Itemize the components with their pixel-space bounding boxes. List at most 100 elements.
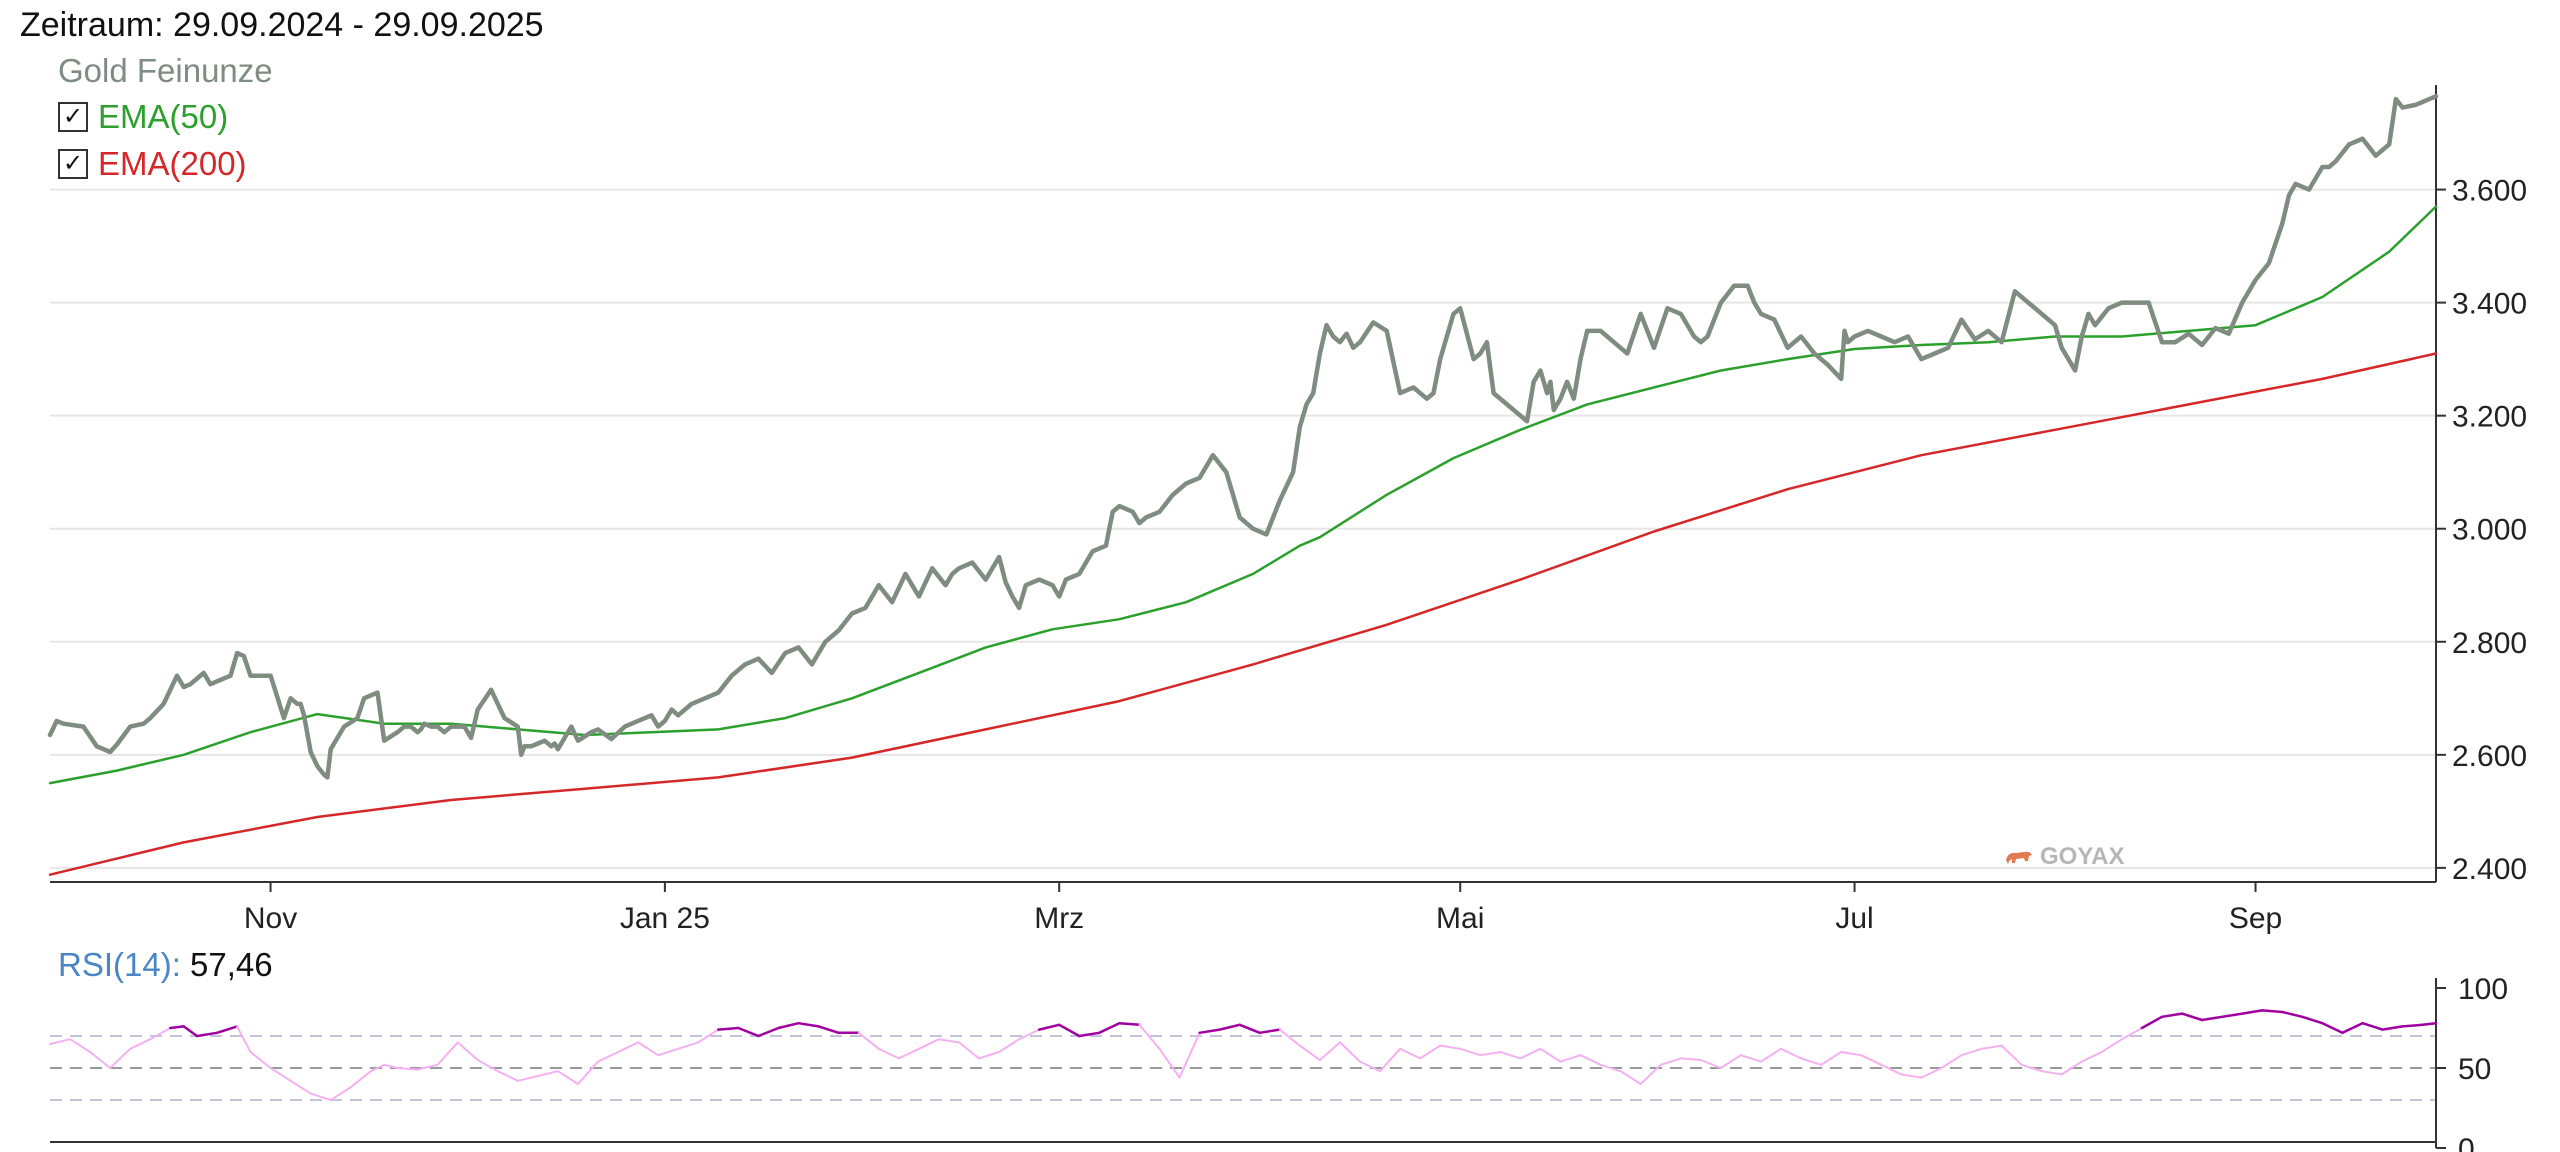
rsi-segment [1719,1054,1742,1069]
rsi-segment [1399,1047,1422,1060]
rsi-segment [2140,1015,2164,1030]
rsi-segment [215,1025,239,1035]
rsi-segment [2200,1015,2224,1022]
rsi-segment [1138,1023,1161,1050]
ema50-checkbox[interactable]: ✓ [58,102,88,132]
price-x-axis: Nov Jan 25 Mrz Mai Jul Sep [50,881,2436,935]
rsi-segment [2240,1009,2264,1015]
rsi-segment [978,1051,1001,1060]
rsi-segment [697,1028,720,1044]
rsi-y-axis: 0 50 100 [50,973,2508,1152]
rsi-segment [2421,1021,2438,1027]
price-y-axis: 2.400 2.600 2.800 3.000 3.200 3.400 3.600 [2435,85,2527,886]
rsi-segment [182,1025,199,1038]
rsi-segment [1840,1051,1863,1057]
price-x-tick-label: Nov [244,902,297,935]
rsi-segment [2381,1025,2404,1031]
rsi-segment [917,1038,940,1050]
rsi-segment [476,1059,499,1073]
price-x-tick-label: Mai [1436,902,1484,935]
rsi-segment [2120,1027,2143,1041]
rsi-segment [436,1041,459,1066]
watermark-text: GOYAX [2040,843,2125,870]
rsi-segment [516,1075,539,1082]
rsi-legend: RSI(14): 57,46 [58,946,273,984]
rsi-segment [2260,1009,2284,1014]
rsi-segment [1318,1041,1341,1061]
legend-ema200-toggle[interactable]: ✓ EMA(200) [58,145,247,183]
rsi-series-layer [49,1009,2438,1101]
rsi-segment [958,1041,980,1060]
ema200-checkbox[interactable]: ✓ [58,149,88,179]
rsi-segment [2020,1063,2043,1073]
ema200-label: EMA(200) [98,145,247,182]
rsi-y-tick-label: 50 [2458,1053,2491,1086]
rsi-segment [1760,1047,1782,1063]
rsi-segment [556,1070,579,1085]
rsi-segment [2220,1012,2244,1019]
rsi-segment [998,1038,1021,1053]
rsi-segment [777,1021,800,1030]
rsi-segment [717,1026,740,1031]
rsi-segment [2160,1012,2184,1019]
rsi-segment [1018,1028,1041,1041]
rsi-segment [1298,1044,1321,1061]
rsi-segment [1479,1051,1502,1057]
price-y-tick-label: 2.600 [2452,740,2527,773]
rsi-segment [617,1041,640,1053]
rsi-segment [2401,1023,2424,1028]
rsi-segment [109,1047,132,1069]
rsi-segment [757,1026,780,1038]
rsi-segment [1639,1063,1662,1085]
rsi-segment [349,1070,372,1089]
rsi-segment [1118,1021,1141,1027]
ema50-line [48,205,2438,785]
price-x-tick-label: Sep [2229,902,2282,935]
rsi-segment [797,1021,820,1028]
rsi-value: 57,46 [190,946,273,983]
rsi-segment [1860,1054,1883,1066]
legend-ema50-toggle[interactable]: ✓ EMA(50) [58,98,228,136]
price-y-tick-label: 3.400 [2452,288,2527,321]
rsi-segment [1780,1047,1803,1060]
rsi-segment [169,1025,185,1030]
rsi-segment [897,1047,920,1060]
rsi-segment [937,1038,960,1044]
rsi-segment [1057,1023,1081,1038]
rsi-segment [1900,1073,1923,1079]
rsi-segment [1218,1023,1241,1031]
goyax-watermark: GOYAX [2004,843,2124,871]
rsi-segment [2361,1021,2384,1031]
rsi-segment [877,1047,900,1060]
bull-icon [2006,851,2032,864]
price-x-tick-label: Jul [1835,902,1873,935]
price-x-tick-label: Mrz [1034,902,1084,935]
price-gridlines [50,188,2436,869]
rsi-segment [1559,1054,1582,1063]
rsi-segment [496,1070,519,1082]
rsi-segment [49,1038,72,1045]
rsi-segment [1037,1023,1061,1031]
rsi-segment [1459,1047,1482,1057]
rsi-segment [1359,1060,1381,1073]
rsi-segment [1679,1057,1702,1061]
rsi-segment [597,1051,620,1063]
rsi-segment [536,1070,559,1077]
rsi-segment [1519,1047,1542,1060]
rsi-segment [1238,1023,1261,1035]
rsi-segment [2100,1038,2123,1053]
rsi-segment [383,1063,399,1069]
rsi-segment [2180,1012,2204,1022]
price-y-tick-label: 3.200 [2452,401,2527,434]
rsi-segment [1619,1070,1642,1085]
rsi-segment [456,1041,479,1061]
rsi-segment [737,1026,760,1038]
rsi-segment [1960,1047,1983,1057]
rsi-segment [1278,1028,1301,1047]
rsi-y-tick-label: 100 [2458,973,2508,1006]
rsi-segment [1098,1021,1121,1035]
rsi-segment [1880,1063,1903,1076]
rsi-segment [249,1051,272,1069]
rsi-segment [236,1025,252,1053]
rsi-segment [1659,1057,1682,1066]
